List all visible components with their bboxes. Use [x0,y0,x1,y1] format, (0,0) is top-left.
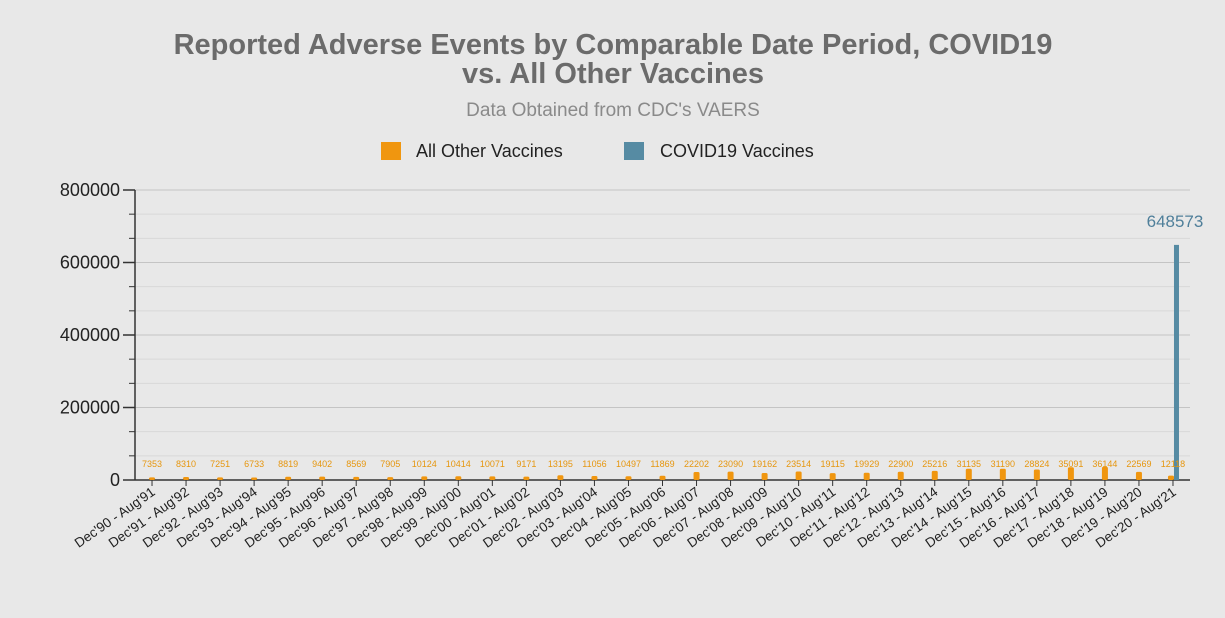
bar-other [965,468,972,480]
data-label-other: 9402 [312,459,332,469]
data-label-other: 35091 [1058,459,1083,469]
data-label-other: 7905 [380,459,400,469]
bar-other [999,468,1006,480]
bar-other [1033,469,1040,480]
bar-other [931,470,938,480]
data-label-other: 8819 [278,459,298,469]
data-label-other: 11869 [650,459,674,469]
legend: All Other Vaccines COVID19 Vaccines [381,141,814,161]
data-label-other: 19929 [854,459,879,469]
legend-label-other: All Other Vaccines [416,141,563,161]
data-label-other: 6733 [244,459,264,469]
bar-other [659,475,666,480]
data-label-other: 22569 [1126,459,1151,469]
bar-covid [1173,244,1179,480]
data-label-other: 31135 [957,459,981,469]
data-label-other: 10414 [446,459,471,469]
legend-label-covid: COVID19 Vaccines [660,141,814,161]
bar-other [1067,467,1074,480]
data-label-other: 36144 [1092,459,1117,469]
bar-other [625,476,632,480]
data-label-other: 19162 [752,459,777,469]
bar-other [217,477,224,480]
bar-other [251,477,258,480]
bar-other [863,472,870,480]
bar-other [795,471,802,480]
bar-other [387,477,394,480]
bar-other [557,475,564,480]
bar-other [1135,471,1142,480]
data-label-other: 11056 [582,459,606,469]
bar-other [523,476,530,480]
data-label-other: 8310 [176,459,196,469]
bar-other [489,476,496,480]
y-tick-label: 600000 [60,253,120,273]
bar-other [183,476,190,480]
bar-other [455,476,462,480]
data-label-other: 9171 [516,459,536,469]
legend-swatch-covid [624,142,644,160]
bar-other [591,475,598,480]
data-label-other: 10124 [412,459,437,469]
chart-subtitle: Data Obtained from CDC's VAERS [466,100,760,121]
bar-other [1167,475,1174,480]
data-label-other: 28824 [1024,459,1049,469]
bar-other [319,476,326,480]
chart-title-line1: Reported Adverse Events by Comparable Da… [174,29,1053,61]
data-label-other: 25216 [922,459,947,469]
bar-other [897,471,904,480]
bar-other [727,471,734,480]
bar-other [1101,466,1108,480]
y-tick-label: 400000 [60,325,120,345]
legend-swatch-other [381,142,401,160]
bar-other [421,476,428,480]
bar-other [761,473,768,480]
bar-other [353,476,360,480]
data-label-other: 13195 [548,459,573,469]
data-label-other: 31190 [991,459,1015,469]
bar-other [149,477,156,480]
data-label-other: 7353 [142,459,162,469]
data-label-other: 19115 [820,459,844,469]
y-tick-label: 0 [110,470,120,490]
data-label-other: 22900 [888,459,913,469]
bar-other [693,471,700,480]
data-label-other: 23090 [718,459,743,469]
bar-other [285,476,292,480]
y-tick-label: 800000 [60,180,120,200]
data-label-other: 22202 [684,459,709,469]
data-label-other: 7251 [210,459,230,469]
chart-title-line2: vs. All Other Vaccines [462,58,764,90]
y-tick-label: 200000 [60,398,120,418]
data-label-other: 10071 [480,459,505,469]
data-label-other: 8569 [346,459,366,469]
data-label-other: 12118 [1161,459,1185,469]
data-label-other: 23514 [786,459,811,469]
data-label-covid: 648573 [1147,212,1204,231]
data-label-other: 10497 [616,459,641,469]
bar-other [829,473,836,480]
